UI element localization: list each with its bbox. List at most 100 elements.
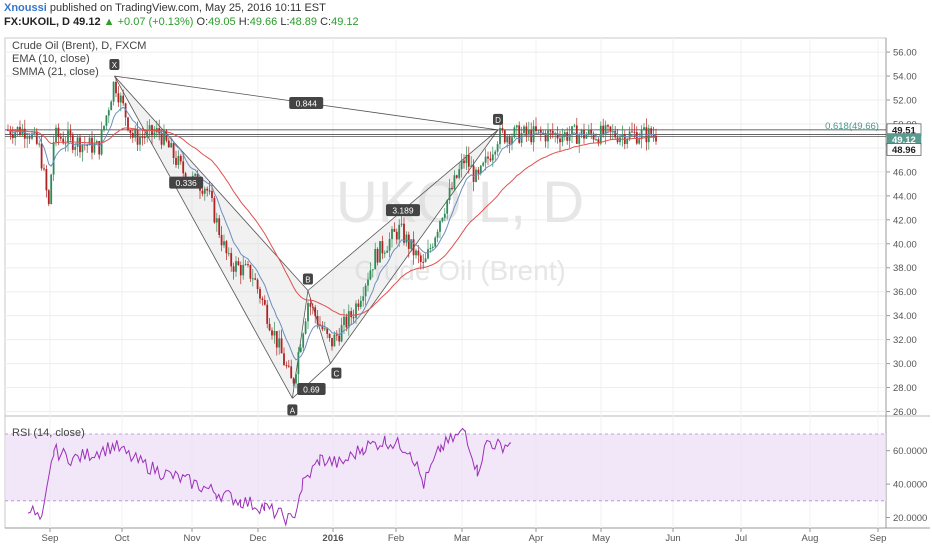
- candle-body: [43, 168, 45, 170]
- candle-body: [201, 190, 204, 194]
- candle-body: [117, 93, 120, 103]
- pattern-point-x-label: X: [112, 61, 118, 70]
- candle-body: [573, 125, 576, 127]
- candle-body: [544, 133, 547, 142]
- pattern-leg: [114, 75, 309, 291]
- candle-body: [287, 365, 290, 367]
- candle-body: [587, 129, 590, 135]
- change-value: +0.07 (+0.13%): [117, 16, 194, 28]
- candle-body: [559, 138, 561, 143]
- price-tick-label: 26.00: [893, 407, 917, 418]
- candle-body: [633, 131, 636, 133]
- candle-body: [643, 127, 645, 130]
- candle-body: [647, 128, 650, 143]
- candle-body: [295, 374, 297, 384]
- candle-body: [439, 221, 441, 232]
- rsi-legend[interactable]: RSI (14, close): [12, 427, 85, 439]
- candle-body: [177, 155, 180, 165]
- watermark-symbol: UKOIL, D: [336, 170, 584, 235]
- candle-body: [410, 239, 413, 249]
- price-tick-label: 42.00: [893, 215, 917, 226]
- candle-body: [95, 141, 98, 144]
- candle-body: [319, 324, 321, 326]
- pattern-point-x-badge: [109, 59, 120, 71]
- candle-body: [292, 378, 295, 384]
- candle-body: [441, 217, 444, 222]
- candle-body: [23, 128, 26, 139]
- candle-body: [88, 137, 91, 146]
- candle-body: [446, 200, 449, 214]
- candle-body: [74, 146, 77, 150]
- candle-body: [583, 129, 585, 139]
- low-label: L:: [280, 16, 290, 28]
- up-arrow-icon: ▲: [103, 16, 115, 28]
- candle-body: [511, 137, 513, 145]
- candle-body: [338, 335, 341, 342]
- price-tick-label: 36.00: [893, 287, 917, 298]
- candle-body: [251, 278, 254, 280]
- candle-body: [64, 143, 67, 145]
- candle-body: [393, 228, 396, 232]
- candle-body: [134, 130, 137, 138]
- candle-body: [460, 160, 463, 170]
- candle-body: [55, 127, 57, 143]
- candle-body: [381, 241, 384, 254]
- candle-body: [436, 231, 439, 238]
- candle-body: [239, 265, 242, 276]
- candle-body: [578, 135, 581, 144]
- time-tick-label: Feb: [388, 533, 404, 544]
- candle-body: [374, 249, 377, 270]
- candle-body: [273, 331, 276, 336]
- candle-body: [539, 129, 542, 133]
- pattern-point-c-label: C: [334, 370, 340, 379]
- candle-body: [26, 137, 29, 139]
- time-tick-label: Mar: [454, 533, 470, 544]
- candle-body: [208, 190, 211, 192]
- ratio-label: 0.69: [303, 384, 320, 394]
- candle-body: [112, 81, 115, 102]
- author-link[interactable]: Xnoussi: [4, 2, 47, 14]
- pattern-leg: [307, 290, 331, 364]
- candle-body: [417, 250, 420, 256]
- candle-body: [451, 188, 453, 190]
- quote-line: FX:UKOIL, D 49.12 ▲ +0.07 (+0.13%) O:49.…: [4, 16, 359, 28]
- rsi-band: [5, 434, 886, 501]
- smma-legend[interactable]: SMMA (21, close): [12, 66, 99, 78]
- instrument-legend[interactable]: Crude Oil (Brent), D, FXCM: [12, 40, 147, 52]
- candle-body: [369, 270, 372, 280]
- candle-body: [69, 130, 72, 136]
- candle-body: [122, 95, 125, 104]
- candle-body: [455, 175, 458, 178]
- candle-body: [261, 298, 264, 300]
- candle-body: [386, 250, 389, 253]
- candle-body: [263, 299, 266, 305]
- candle-body: [419, 255, 422, 262]
- candle-body: [429, 247, 432, 250]
- ema-line: [7, 106, 657, 361]
- candle-body: [244, 264, 247, 266]
- candle-body: [203, 188, 206, 194]
- candle-body: [479, 165, 482, 174]
- candle-body: [640, 129, 643, 140]
- candle-body: [525, 126, 528, 135]
- candle-body: [182, 161, 185, 174]
- candle-body: [35, 131, 38, 144]
- candle-body: [28, 137, 31, 139]
- candle-body: [465, 155, 468, 164]
- ema-legend[interactable]: EMA (10, close): [12, 53, 90, 65]
- time-tick-label: 2016: [322, 533, 343, 544]
- price-tick-label: 40.00: [893, 239, 917, 250]
- candle-body: [467, 155, 470, 167]
- candle-body: [333, 334, 336, 347]
- candle-body: [472, 165, 475, 182]
- candle-body: [621, 134, 624, 138]
- candle-body: [256, 279, 259, 290]
- candle-body: [170, 143, 173, 148]
- candle-body: [304, 321, 307, 334]
- smma-line: [7, 127, 657, 316]
- candle-body: [124, 103, 127, 118]
- pattern-point-c-badge: [331, 367, 342, 379]
- open-value: 49.05: [208, 16, 236, 28]
- close-label: C:: [320, 16, 332, 28]
